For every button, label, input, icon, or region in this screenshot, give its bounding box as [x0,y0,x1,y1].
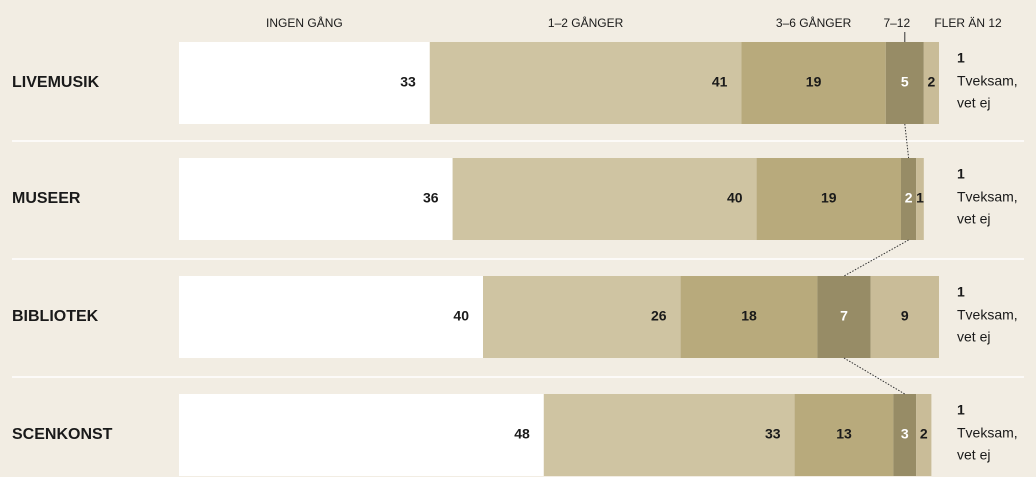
value-label: 40 [727,190,743,206]
bar-segment [901,158,917,240]
value-label: 18 [741,308,757,324]
value-label: 19 [806,74,822,90]
value-label: 33 [765,426,781,442]
category-label: SCENKONST [12,426,113,443]
connector [843,357,906,395]
bar-segment [452,158,757,240]
unsure-label: vet ej [957,447,990,463]
value-label: 2 [905,190,913,206]
bar-segment [543,394,795,476]
bar-segment [923,42,939,124]
bar-segment [817,276,871,358]
category-label: LIVEMUSIK [12,74,100,91]
value-label: 36 [423,190,439,206]
bar-segment [483,276,681,358]
series-header: FLER ÄN 12 [934,16,1002,30]
bar-segment [179,158,453,240]
value-label: 2 [920,426,928,442]
bar-segment [741,42,886,124]
bar-segment [794,394,894,476]
value-label: 33 [400,74,416,90]
category-label: BIBLIOTEK [12,308,99,325]
bar-segment [179,394,544,476]
bar-segment [916,394,932,476]
connector [843,239,909,277]
value-label: 26 [651,308,667,324]
bar-segment [680,276,818,358]
unsure-value: 1 [957,402,965,418]
series-header: 7–12 [883,16,910,30]
unsure-label: Tveksam, [957,425,1018,441]
unsure-label: Tveksam, [957,307,1018,323]
value-label: 1 [916,190,924,206]
value-label: 13 [836,426,852,442]
unsure-value: 1 [957,284,965,300]
unsure-label: vet ej [957,95,990,111]
value-label: 3 [901,426,909,442]
series-header: 1–2 GÅNGER [548,15,624,30]
unsure-value: 1 [957,50,965,66]
value-label: 2 [928,74,936,90]
bar-segment [179,42,430,124]
unsure-label: Tveksam, [957,73,1018,89]
bar-segment [870,276,939,358]
value-label: 19 [821,190,837,206]
unsure-label: vet ej [957,211,990,227]
series-header: INGEN GÅNG [266,15,343,30]
value-label: 40 [453,308,469,324]
value-label: 5 [901,74,909,90]
series-header: 3–6 GÅNGER [776,15,852,30]
bar-segment [429,42,742,124]
value-label: 41 [712,74,728,90]
bar-segment [885,42,924,124]
unsure-value: 1 [957,166,965,182]
unsure-label: vet ej [957,329,990,345]
unsure-label: Tveksam, [957,189,1018,205]
bar-segment [893,394,917,476]
bar-segment [179,276,483,358]
value-label: 7 [840,308,848,324]
value-label: 48 [514,426,530,442]
bar-segment [756,158,901,240]
value-label: 9 [901,308,909,324]
bar-segment [916,158,924,240]
category-label: MUSEER [12,190,81,207]
